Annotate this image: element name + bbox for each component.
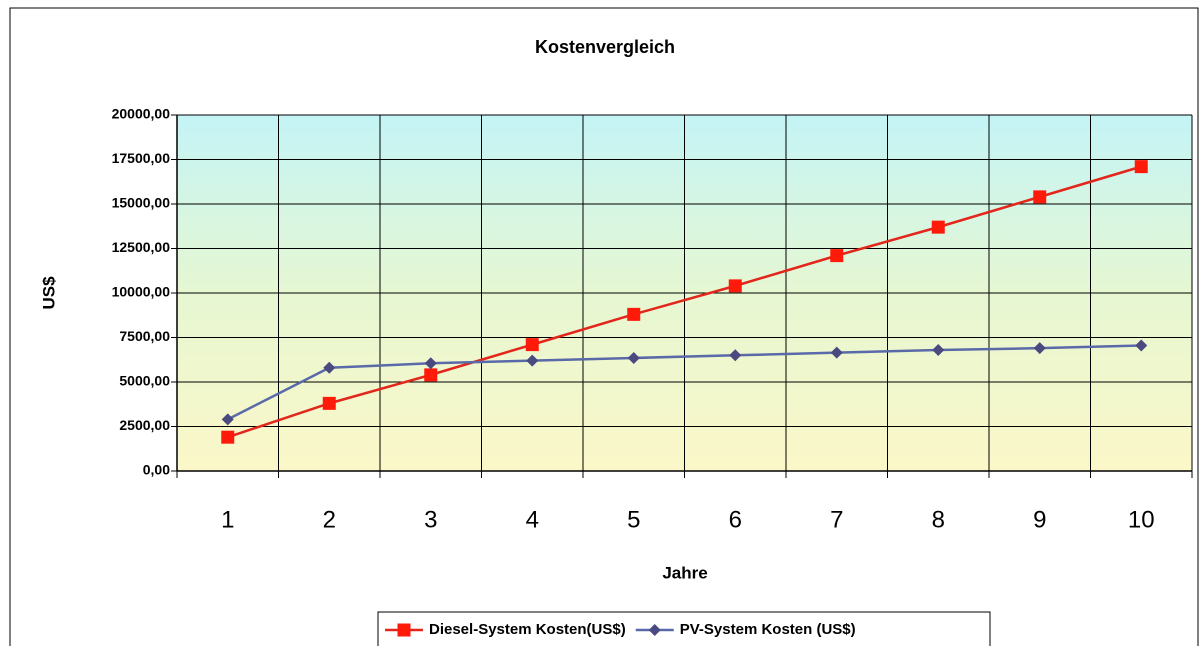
data-point [424,357,437,370]
y-tick-label: 2500,00 [119,417,170,433]
x-tick-label: 10 [1128,506,1155,533]
data-point [1033,190,1047,204]
x-tick-label: 3 [424,506,437,533]
series-line [227,344,1142,421]
x-tick-label: 5 [627,506,640,533]
data-point [525,338,539,352]
data-point [526,354,539,367]
legend [377,611,991,646]
x-tick-label: 7 [830,506,843,533]
data-point [1135,339,1148,352]
data-point [1134,160,1148,174]
y-tick-label: 15000,00 [112,195,171,211]
data-point [1033,342,1046,355]
legend-label: Diesel-System Kosten(US$) [429,621,626,638]
data-point [830,249,844,263]
x-tick-label: 6 [729,506,742,533]
data-point [424,368,438,382]
x-tick-label: 9 [1033,506,1046,533]
data-point [932,343,945,356]
x-tick-label: 1 [221,506,234,533]
legend-swatch-marker [648,624,661,636]
x-axis-label: Jahre [662,563,707,582]
y-tick-label: 12500,00 [112,239,171,255]
data-point [728,279,742,293]
chart-title: Kostenvergleich [535,37,675,57]
y-tick-label: 20000,00 [112,106,171,122]
data-point [221,413,234,426]
x-tick-label: 2 [323,506,336,533]
y-tick-label: 5000,00 [119,373,170,389]
legend-swatch-marker [397,623,411,637]
data-point [627,351,640,364]
series-line [227,165,1142,439]
data-point [729,349,742,362]
data-point [830,346,843,359]
legend-label: PV-System Kosten (US$) [680,621,856,638]
y-axis-label: US$ [39,276,58,310]
data-point [931,220,945,234]
data-point [221,430,235,444]
x-tick-label: 4 [526,506,539,533]
data-point [322,396,336,410]
data-point [323,361,336,374]
data-point [627,307,641,321]
y-tick-label: 17500,00 [112,150,171,166]
y-tick-label: 10000,00 [112,284,171,300]
x-tick-label: 8 [932,506,945,533]
y-tick-label: 0,00 [143,462,170,478]
y-tick-label: 7500,00 [119,328,170,344]
